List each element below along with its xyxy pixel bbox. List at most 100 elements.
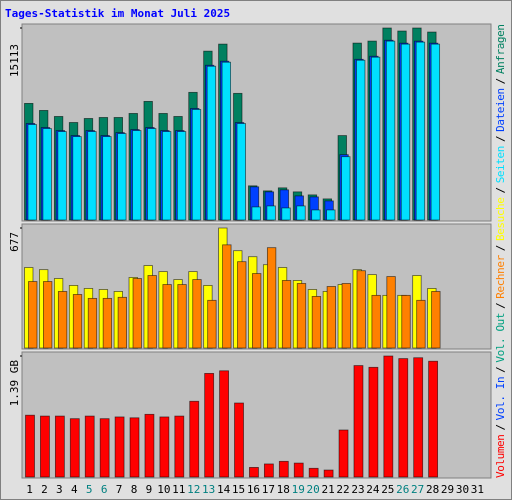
bar: [398, 358, 409, 478]
bar: [219, 370, 229, 478]
legend-separator: /: [494, 135, 507, 142]
bar: [386, 276, 396, 349]
x-tick-label: 6: [101, 483, 108, 496]
bar: [353, 365, 364, 478]
x-tick-label: 28: [426, 483, 439, 496]
x-tick-label: 21: [321, 483, 334, 496]
bar: [326, 286, 337, 349]
legend-entry: Rechner: [494, 254, 507, 298]
x-tick-label: 29: [441, 483, 454, 496]
legend-entry: Dateien: [494, 88, 507, 132]
bar: [266, 247, 277, 349]
x-tick-label: 9: [146, 483, 153, 496]
legend-entry: Besuche: [494, 197, 507, 241]
legend-entry: Vol. In: [494, 376, 507, 420]
x-tick-label: 11: [172, 483, 185, 496]
y-tick-label: 1.39 GB: [8, 360, 21, 407]
bar: [413, 357, 424, 478]
bar: [416, 299, 426, 349]
bar: [371, 294, 381, 349]
bar: [278, 460, 289, 478]
legend-entry: Anfragen: [494, 24, 507, 74]
x-tick-label: 7: [116, 483, 123, 496]
bar: [206, 65, 217, 221]
legend-entry: Volumen: [494, 434, 507, 478]
x-tick-label: 2: [41, 483, 48, 496]
legend-separator: /: [494, 245, 507, 252]
bar: [102, 136, 112, 221]
x-tick-label: 30: [456, 483, 469, 496]
bar: [356, 59, 366, 221]
bar: [326, 209, 336, 221]
x-tick-label: 13: [202, 483, 215, 496]
x-tick-label: 25: [381, 483, 394, 496]
bar: [308, 467, 319, 478]
bar: [176, 131, 187, 221]
x-tick-label: 22: [336, 483, 349, 496]
bar: [221, 61, 231, 221]
bar: [222, 244, 232, 349]
bar: [117, 296, 127, 349]
bar: [57, 131, 67, 221]
x-tick-label: 23: [351, 483, 364, 496]
bar: [72, 294, 83, 349]
bar: [237, 261, 247, 349]
bar: [161, 131, 172, 221]
bar: [192, 279, 202, 349]
bar: [117, 133, 127, 221]
x-tick-label: 17: [262, 483, 275, 496]
bar: [415, 41, 426, 221]
y-tick-label: 677: [8, 232, 21, 252]
bar: [370, 56, 381, 221]
x-tick-label: 31: [471, 483, 484, 496]
bar: [162, 284, 172, 349]
bar: [102, 297, 113, 349]
bar: [42, 128, 52, 221]
x-tick-label: 24: [366, 483, 380, 496]
bar: [428, 360, 439, 478]
x-tick-label: 1: [26, 483, 33, 496]
bar: [191, 109, 202, 221]
bar: [174, 415, 185, 478]
bar: [129, 417, 140, 478]
bar: [234, 402, 244, 478]
bar: [252, 273, 262, 349]
bar: [281, 280, 292, 349]
bar: [25, 414, 35, 478]
legend-separator: /: [494, 78, 507, 85]
bar: [57, 291, 68, 349]
bar: [84, 415, 95, 478]
bar: [72, 136, 82, 221]
x-tick-label: 27: [411, 483, 424, 496]
x-tick-label: 18: [277, 483, 290, 496]
x-tick-label: 12: [187, 483, 200, 496]
bar: [236, 123, 246, 221]
bar: [431, 291, 441, 349]
x-tick-label: 3: [56, 483, 63, 496]
bar: [99, 418, 110, 478]
bar: [400, 43, 411, 221]
bar: [132, 130, 142, 221]
bar: [341, 283, 351, 349]
bar: [356, 270, 366, 349]
bar: [323, 469, 334, 478]
bar: [368, 366, 379, 478]
bar: [383, 355, 394, 478]
x-tick-label: 15: [232, 483, 245, 496]
x-tick-label: 10: [157, 483, 170, 496]
x-tick-label: 16: [247, 483, 260, 496]
bar: [189, 400, 200, 478]
bar: [28, 281, 38, 349]
bar: [266, 205, 276, 221]
bar: [251, 206, 261, 221]
bar: [341, 156, 351, 221]
bar: [147, 275, 157, 349]
bar: [296, 283, 307, 349]
bar: [159, 416, 170, 478]
bar: [338, 429, 349, 478]
bar: [385, 40, 396, 221]
bar: [281, 207, 291, 221]
bar: [69, 418, 80, 478]
legend-separator: /: [494, 366, 507, 373]
